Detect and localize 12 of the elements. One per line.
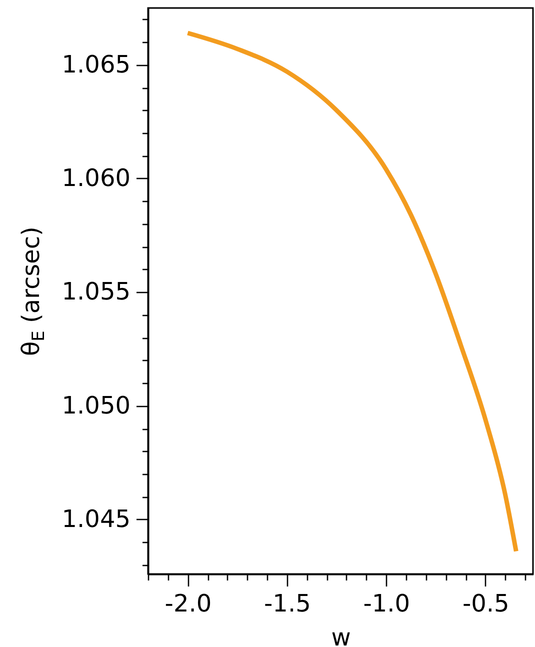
y-tick-label: 1.065 (62, 50, 130, 78)
y-tick-label: 1.045 (62, 504, 130, 533)
line-series (185, 30, 518, 554)
x-tick-label: -2.0 (164, 590, 212, 618)
y-tick-label: 1.060 (62, 164, 130, 192)
x-tick-label: -1.5 (264, 590, 311, 618)
y-axis-title: θE (arcsec) (17, 226, 49, 356)
x-tick-label: -1.0 (363, 590, 410, 618)
x-axis-title: w (331, 624, 351, 647)
y-tick-label: 1.055 (62, 278, 130, 306)
x-tick-label: -0.5 (462, 590, 510, 618)
y-tick-label: 1.050 (62, 391, 130, 420)
